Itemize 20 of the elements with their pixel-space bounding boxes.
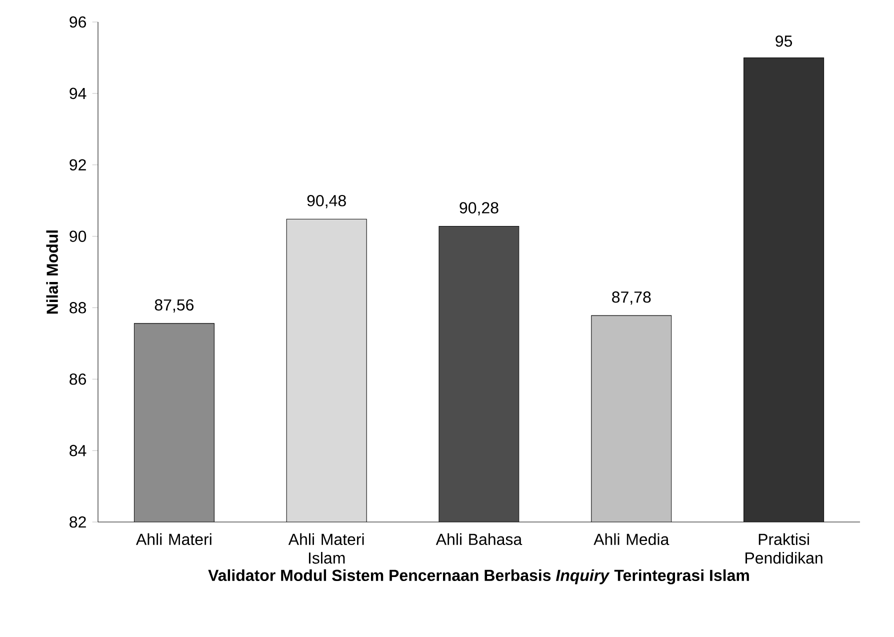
x-tick-label: Ahli Media [594, 533, 670, 546]
x-tick-label: Praktisi Pendidikan [746, 533, 822, 564]
data-label: 87,56 [154, 299, 194, 312]
x-tick-label: Ahli Bahasa [436, 533, 522, 546]
data-label: 87,78 [612, 291, 651, 305]
y-tick-label: 86 [70, 373, 86, 385]
y-tick-label: 82 [70, 516, 86, 528]
data-label: 95 [776, 35, 792, 47]
data-label: 90,28 [460, 202, 498, 216]
y-tick-label: 94 [70, 88, 86, 100]
y-tick-label: 90 [70, 230, 86, 242]
y-tick-label: 84 [70, 444, 86, 456]
x-tick-label: Ahli Materi Islam [288, 533, 364, 564]
text: Validator Modul Sistem Pencernaan Berbasis Inquiry Terintegrasi Islam [208, 569, 749, 584]
data-label: 90,48 [307, 195, 346, 208]
y-axis-title: Nilai Modul [46, 230, 58, 314]
x-tick-label: Ahli Materi [136, 533, 212, 546]
y-tick-label: 92 [70, 159, 86, 171]
y-tick-label: 96 [70, 16, 86, 28]
y-tick-label: 88 [70, 302, 86, 314]
